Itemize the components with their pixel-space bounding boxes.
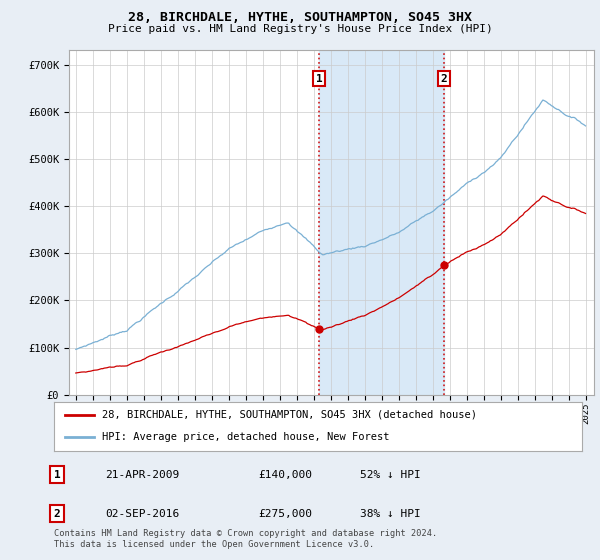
Text: £140,000: £140,000 <box>258 470 312 479</box>
Text: 21-APR-2009: 21-APR-2009 <box>105 470 179 479</box>
Text: 38% ↓ HPI: 38% ↓ HPI <box>360 509 421 519</box>
Text: 1: 1 <box>316 74 322 83</box>
Text: 28, BIRCHDALE, HYTHE, SOUTHAMPTON, SO45 3HX: 28, BIRCHDALE, HYTHE, SOUTHAMPTON, SO45 … <box>128 11 472 24</box>
Text: Contains HM Land Registry data © Crown copyright and database right 2024.
This d: Contains HM Land Registry data © Crown c… <box>54 529 437 549</box>
Text: Price paid vs. HM Land Registry's House Price Index (HPI): Price paid vs. HM Land Registry's House … <box>107 24 493 34</box>
Text: 02-SEP-2016: 02-SEP-2016 <box>105 509 179 519</box>
Bar <box>319 50 444 395</box>
Text: HPI: Average price, detached house, New Forest: HPI: Average price, detached house, New … <box>101 432 389 442</box>
Text: 1: 1 <box>53 470 61 479</box>
Text: 2: 2 <box>440 74 448 83</box>
Text: 2: 2 <box>53 509 61 519</box>
Text: £275,000: £275,000 <box>258 509 312 519</box>
Text: 52% ↓ HPI: 52% ↓ HPI <box>360 470 421 479</box>
Text: 28, BIRCHDALE, HYTHE, SOUTHAMPTON, SO45 3HX (detached house): 28, BIRCHDALE, HYTHE, SOUTHAMPTON, SO45 … <box>101 410 476 420</box>
